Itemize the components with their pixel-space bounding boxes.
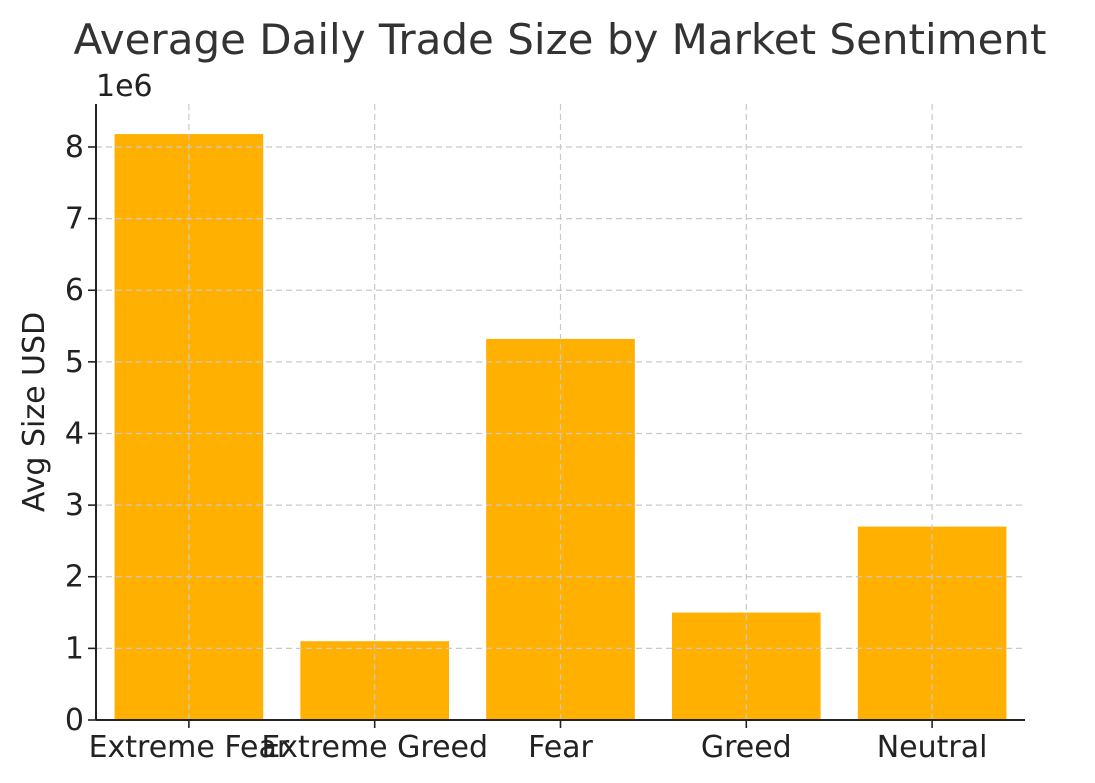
y-tick-label: 6: [65, 273, 84, 308]
x-tick-label: Extreme Fear: [89, 730, 290, 765]
y-tick-label: 5: [65, 345, 84, 380]
y-axis-offset-label: 1e6: [96, 69, 153, 104]
y-tick-label: 3: [65, 488, 84, 523]
x-tick-label: Greed: [701, 730, 792, 765]
chart-title: Average Daily Trade Size by Market Senti…: [73, 15, 1046, 64]
y-ticks: 0 1 2 3 4 5 6 7 8: [65, 130, 96, 738]
grid: [96, 104, 1025, 721]
y-tick-label: 1: [65, 631, 84, 666]
y-tick-label: 0: [65, 703, 84, 738]
y-tick-label: 4: [65, 416, 84, 451]
y-tick-label: 8: [65, 130, 84, 165]
y-axis-label: Avg Size USD: [17, 312, 52, 512]
x-tick-label: Extreme Greed: [261, 730, 488, 765]
y-tick-label: 7: [65, 202, 84, 237]
y-tick-label: 2: [65, 560, 84, 595]
x-tick-label: Neutral: [877, 730, 988, 765]
x-tick-label: Fear: [528, 730, 593, 765]
